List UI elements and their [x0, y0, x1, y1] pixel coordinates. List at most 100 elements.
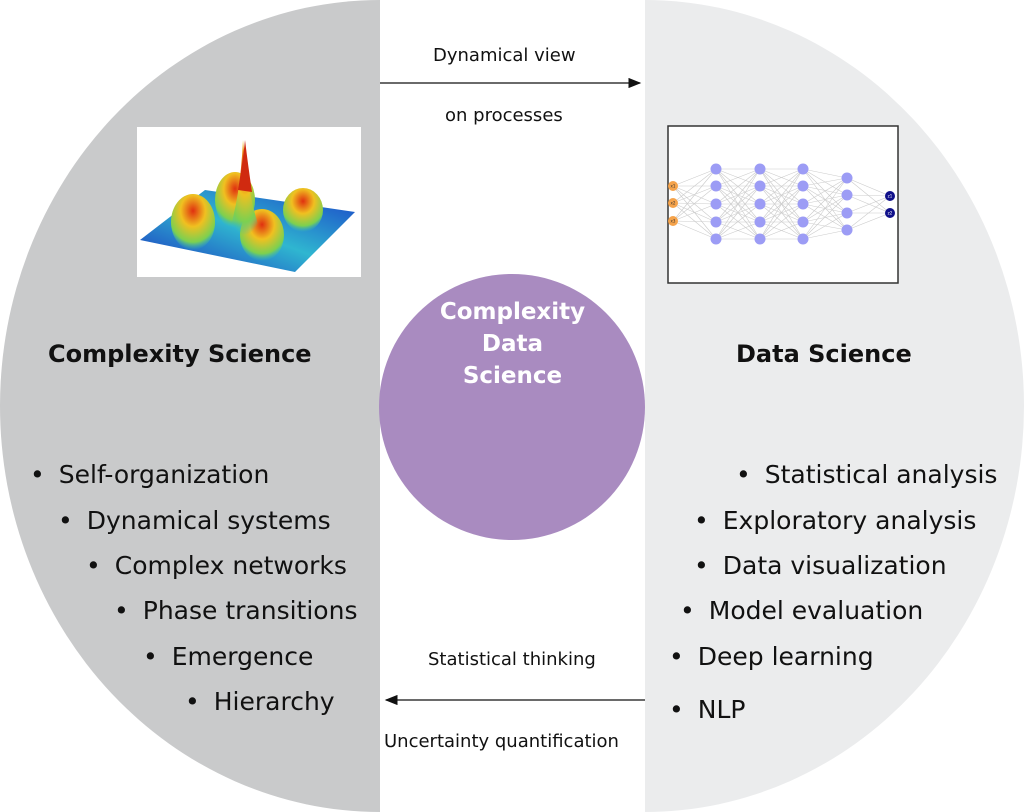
network-edge — [802, 177, 848, 240]
hidden-node — [710, 233, 722, 245]
input-node — [668, 216, 678, 226]
hidden-node — [754, 163, 766, 175]
network-edge — [846, 212, 891, 231]
hidden-node — [754, 198, 766, 210]
left-list-item: Emergence — [143, 642, 314, 671]
hidden-node — [710, 180, 722, 192]
right-list-item: Statistical analysis — [736, 460, 998, 489]
network-edge — [846, 195, 891, 214]
right-list-item: Data visualization — [694, 551, 947, 580]
network-edge — [802, 185, 848, 196]
network-edge — [846, 194, 891, 197]
center-line: Science — [462, 363, 563, 389]
network-edge — [759, 168, 804, 240]
top-arrow-label-1: Dynamical view — [433, 45, 576, 66]
network-edge — [802, 177, 848, 205]
network-edge — [715, 168, 761, 187]
network-edge — [759, 185, 804, 205]
network-edge — [715, 168, 761, 223]
network-edge — [672, 220, 717, 240]
left-list-item: Phase transitions — [114, 596, 358, 625]
network-edge — [672, 168, 717, 204]
bottom-arrow-label-1: Statistical thinking — [428, 649, 596, 670]
network-edge — [715, 168, 761, 240]
surface-plot-image — [137, 127, 361, 277]
hidden-node — [797, 198, 809, 210]
network-edge — [715, 168, 761, 205]
network-edge — [715, 203, 761, 223]
right-title: Data Science — [736, 340, 912, 368]
right-list-item: Deep learning — [669, 642, 874, 671]
network-edge — [672, 202, 717, 240]
network-edge — [759, 168, 804, 223]
network-edge — [802, 212, 848, 240]
network-edge — [802, 212, 848, 223]
hidden-node — [797, 180, 809, 192]
hidden-node — [797, 163, 809, 175]
hidden-node — [841, 224, 853, 236]
network-edge — [846, 194, 891, 214]
left-list-item: Hierarchy — [185, 687, 335, 716]
network-edge — [846, 177, 891, 197]
right-list-item: NLP — [669, 695, 746, 724]
input-node-label: x1 — [671, 184, 676, 189]
network-edge — [672, 185, 717, 204]
hidden-node — [754, 180, 766, 192]
hidden-node — [797, 233, 809, 245]
network-edge — [802, 168, 848, 179]
output-node — [885, 208, 895, 218]
network-edge — [802, 177, 848, 187]
network-edge — [759, 203, 804, 240]
network-edge — [715, 185, 761, 205]
network-edge — [672, 185, 717, 223]
network-edge — [846, 195, 891, 231]
bottom-arrow-label-2: Uncertainty quantification — [384, 731, 619, 752]
output-node-label: z2 — [888, 211, 893, 216]
input-node — [668, 198, 678, 208]
right-list-item: Exploratory analysis — [694, 506, 977, 535]
network-edge — [672, 203, 717, 222]
network-edge — [802, 177, 848, 223]
input-node-label: x2 — [671, 201, 676, 206]
network-edge — [715, 185, 761, 240]
left-title: Complexity Science — [48, 340, 312, 368]
left-list-item: Dynamical systems — [58, 506, 331, 535]
input-node-label: x3 — [671, 219, 676, 224]
center-label: Complexity Data Science — [380, 296, 645, 392]
hidden-node — [710, 163, 722, 175]
input-node — [668, 181, 678, 191]
network-edge — [802, 194, 848, 205]
center-line: Data — [481, 331, 544, 357]
hidden-node — [797, 216, 809, 228]
network-edge — [759, 221, 804, 240]
network-edge — [672, 220, 717, 223]
network-edge — [715, 203, 761, 240]
left-list-item: Complex networks — [86, 551, 347, 580]
center-circle — [379, 274, 645, 540]
right-half-panel — [645, 0, 1024, 812]
center-line: Complexity — [439, 299, 586, 325]
hidden-node — [754, 216, 766, 228]
top-arrow-label-2: on processes — [445, 105, 563, 126]
network-edge — [759, 168, 804, 187]
network-edge — [672, 168, 717, 187]
network-edge — [759, 168, 804, 205]
network-edge — [672, 185, 717, 222]
hidden-node — [841, 172, 853, 184]
neural-network-image: x1 x2 x3 z1 z2 — [667, 125, 899, 284]
hidden-node — [841, 207, 853, 219]
network-edge — [759, 203, 804, 223]
right-list-item: Model evaluation — [680, 596, 924, 625]
network-edge — [802, 229, 848, 240]
hidden-node — [710, 198, 722, 210]
network-edge — [672, 168, 717, 222]
hidden-node — [754, 233, 766, 245]
output-node — [885, 191, 895, 201]
output-node-label: z1 — [888, 194, 893, 199]
hidden-node — [710, 216, 722, 228]
network-edge — [802, 194, 848, 240]
network-edge — [759, 185, 804, 240]
left-list-item: Self-organization — [30, 460, 270, 489]
hidden-node — [841, 189, 853, 201]
